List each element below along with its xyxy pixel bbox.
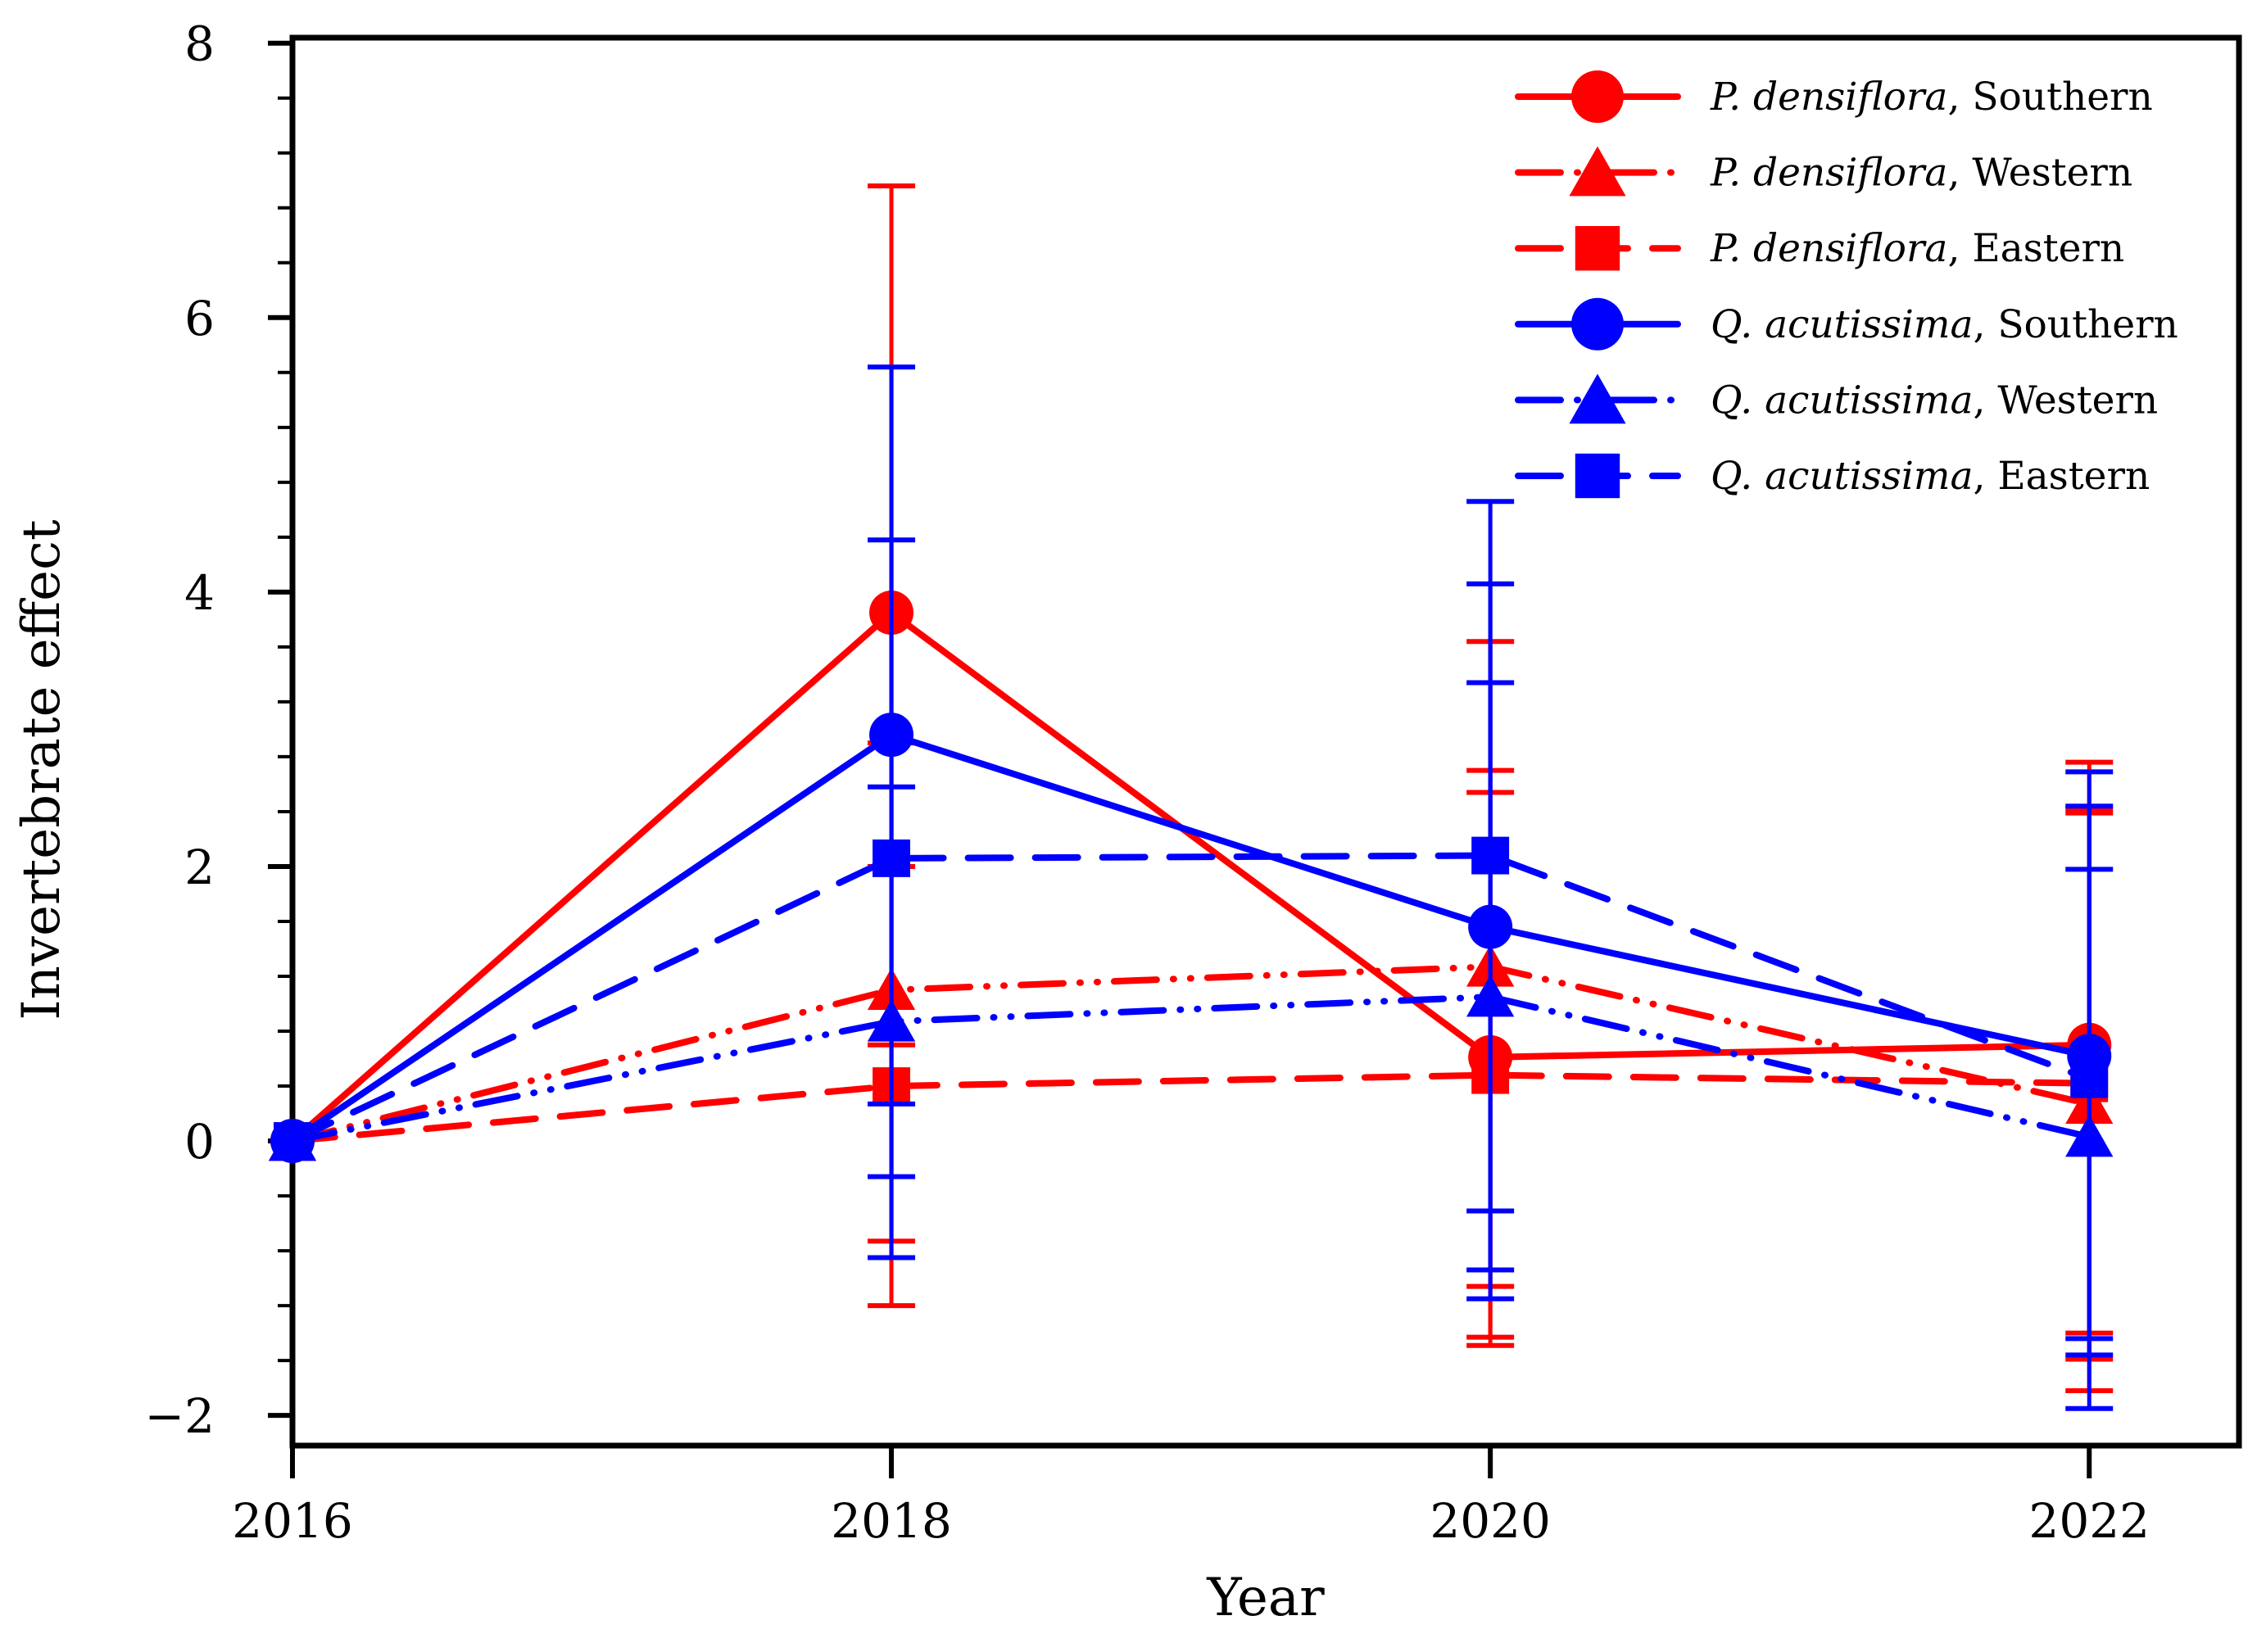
- data-point-marker: [1471, 836, 1510, 875]
- legend-label: Q. acutissima, Western: [1711, 378, 2158, 423]
- series-line: [289, 852, 2093, 1145]
- legend-marker: [1569, 373, 1626, 424]
- data-point-marker: [872, 839, 911, 877]
- x-tick-label: 2022: [2028, 1493, 2150, 1549]
- legend-marker: [1569, 146, 1626, 197]
- y-tick-label: 2: [184, 840, 215, 895]
- legend-marker: [1571, 70, 1624, 123]
- series-line: [289, 731, 2093, 1145]
- y-tick-label: 6: [184, 291, 215, 346]
- y-tick-label: 0: [184, 1114, 215, 1170]
- legend-marker: [1571, 297, 1624, 351]
- series-line: [289, 963, 2093, 1145]
- series-line: [289, 1071, 2093, 1145]
- data-point-marker: [2070, 1060, 2109, 1098]
- legend-label: P. densiflora, Eastern: [1710, 226, 2124, 271]
- legend-label: P. densiflora, Western: [1710, 151, 2132, 196]
- legend-label: P. densiflora, Southern: [1710, 75, 2153, 120]
- x-tick-label: 2018: [831, 1493, 952, 1549]
- y-tick-label: 4: [184, 565, 215, 621]
- series-line: [289, 609, 2093, 1145]
- plot-area: −2 0 2 4 6 8 2016 2018 2020 2022 P. densiflora, So…: [145, 16, 2242, 1549]
- plot-frame: [289, 34, 2242, 1449]
- x-tick-label: 2020: [1430, 1493, 1551, 1549]
- series-line: [289, 993, 2093, 1145]
- legend-label: Q. acutissima, Southern: [1711, 302, 2178, 347]
- data-point-marker: [274, 1122, 311, 1161]
- y-tick-label: 8: [184, 16, 215, 72]
- y-axis-title: Invertebrate effect: [11, 519, 72, 1020]
- legend-marker: [1575, 226, 1620, 271]
- y-tick-label: −2: [145, 1388, 215, 1444]
- x-axis-title: Year: [1206, 1568, 1325, 1628]
- legend-label: Q. acutissima, Eastern: [1711, 454, 2150, 499]
- legend-marker: [1575, 453, 1620, 499]
- x-tick-label: 2016: [232, 1493, 353, 1549]
